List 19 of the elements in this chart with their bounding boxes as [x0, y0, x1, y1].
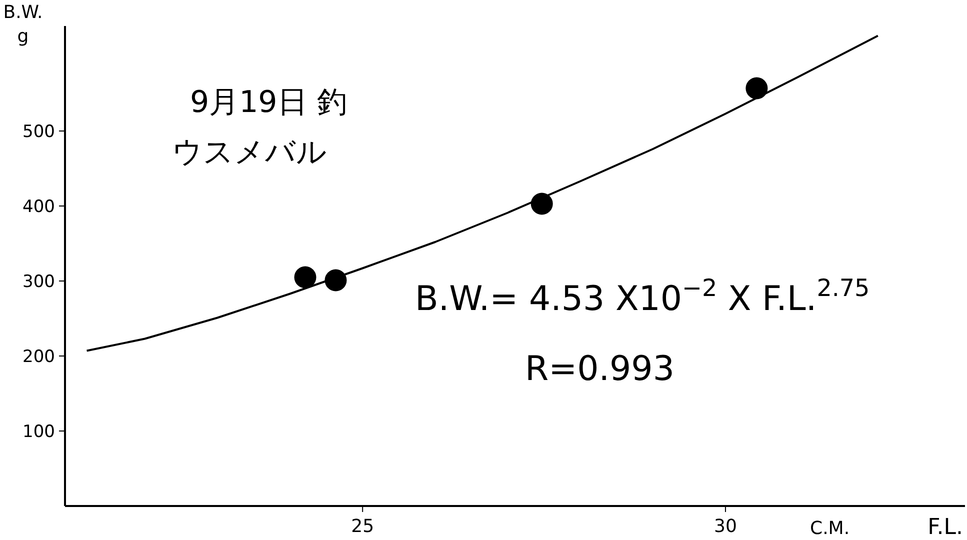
text: ウスメバル: [172, 135, 327, 170]
y-tick-label: 200: [22, 347, 55, 367]
x-axis-title: F.L.: [928, 515, 963, 540]
annotation: R=0.993: [525, 349, 674, 389]
line-series: [86, 34, 879, 352]
x-tick-label: 30: [714, 516, 737, 537]
point: [746, 77, 768, 100]
y-tick-label: 500: [22, 122, 55, 142]
text: C.M.: [810, 518, 850, 539]
y-tick-label: 400: [22, 197, 55, 217]
point: [530, 192, 553, 215]
y-tick-label: 300: [22, 272, 55, 292]
y-axis-title: B.W. g: [3, 2, 43, 47]
x-tick-label: 25: [351, 516, 374, 537]
text: 9月19日 釣: [190, 85, 347, 120]
point: [324, 269, 347, 292]
point: [294, 266, 316, 288]
y-tick-label: 100: [22, 422, 55, 442]
annotation: B.W.= 4.53 X10$^{−2}$ X F.L.$^{2.75}$: [415, 274, 870, 319]
